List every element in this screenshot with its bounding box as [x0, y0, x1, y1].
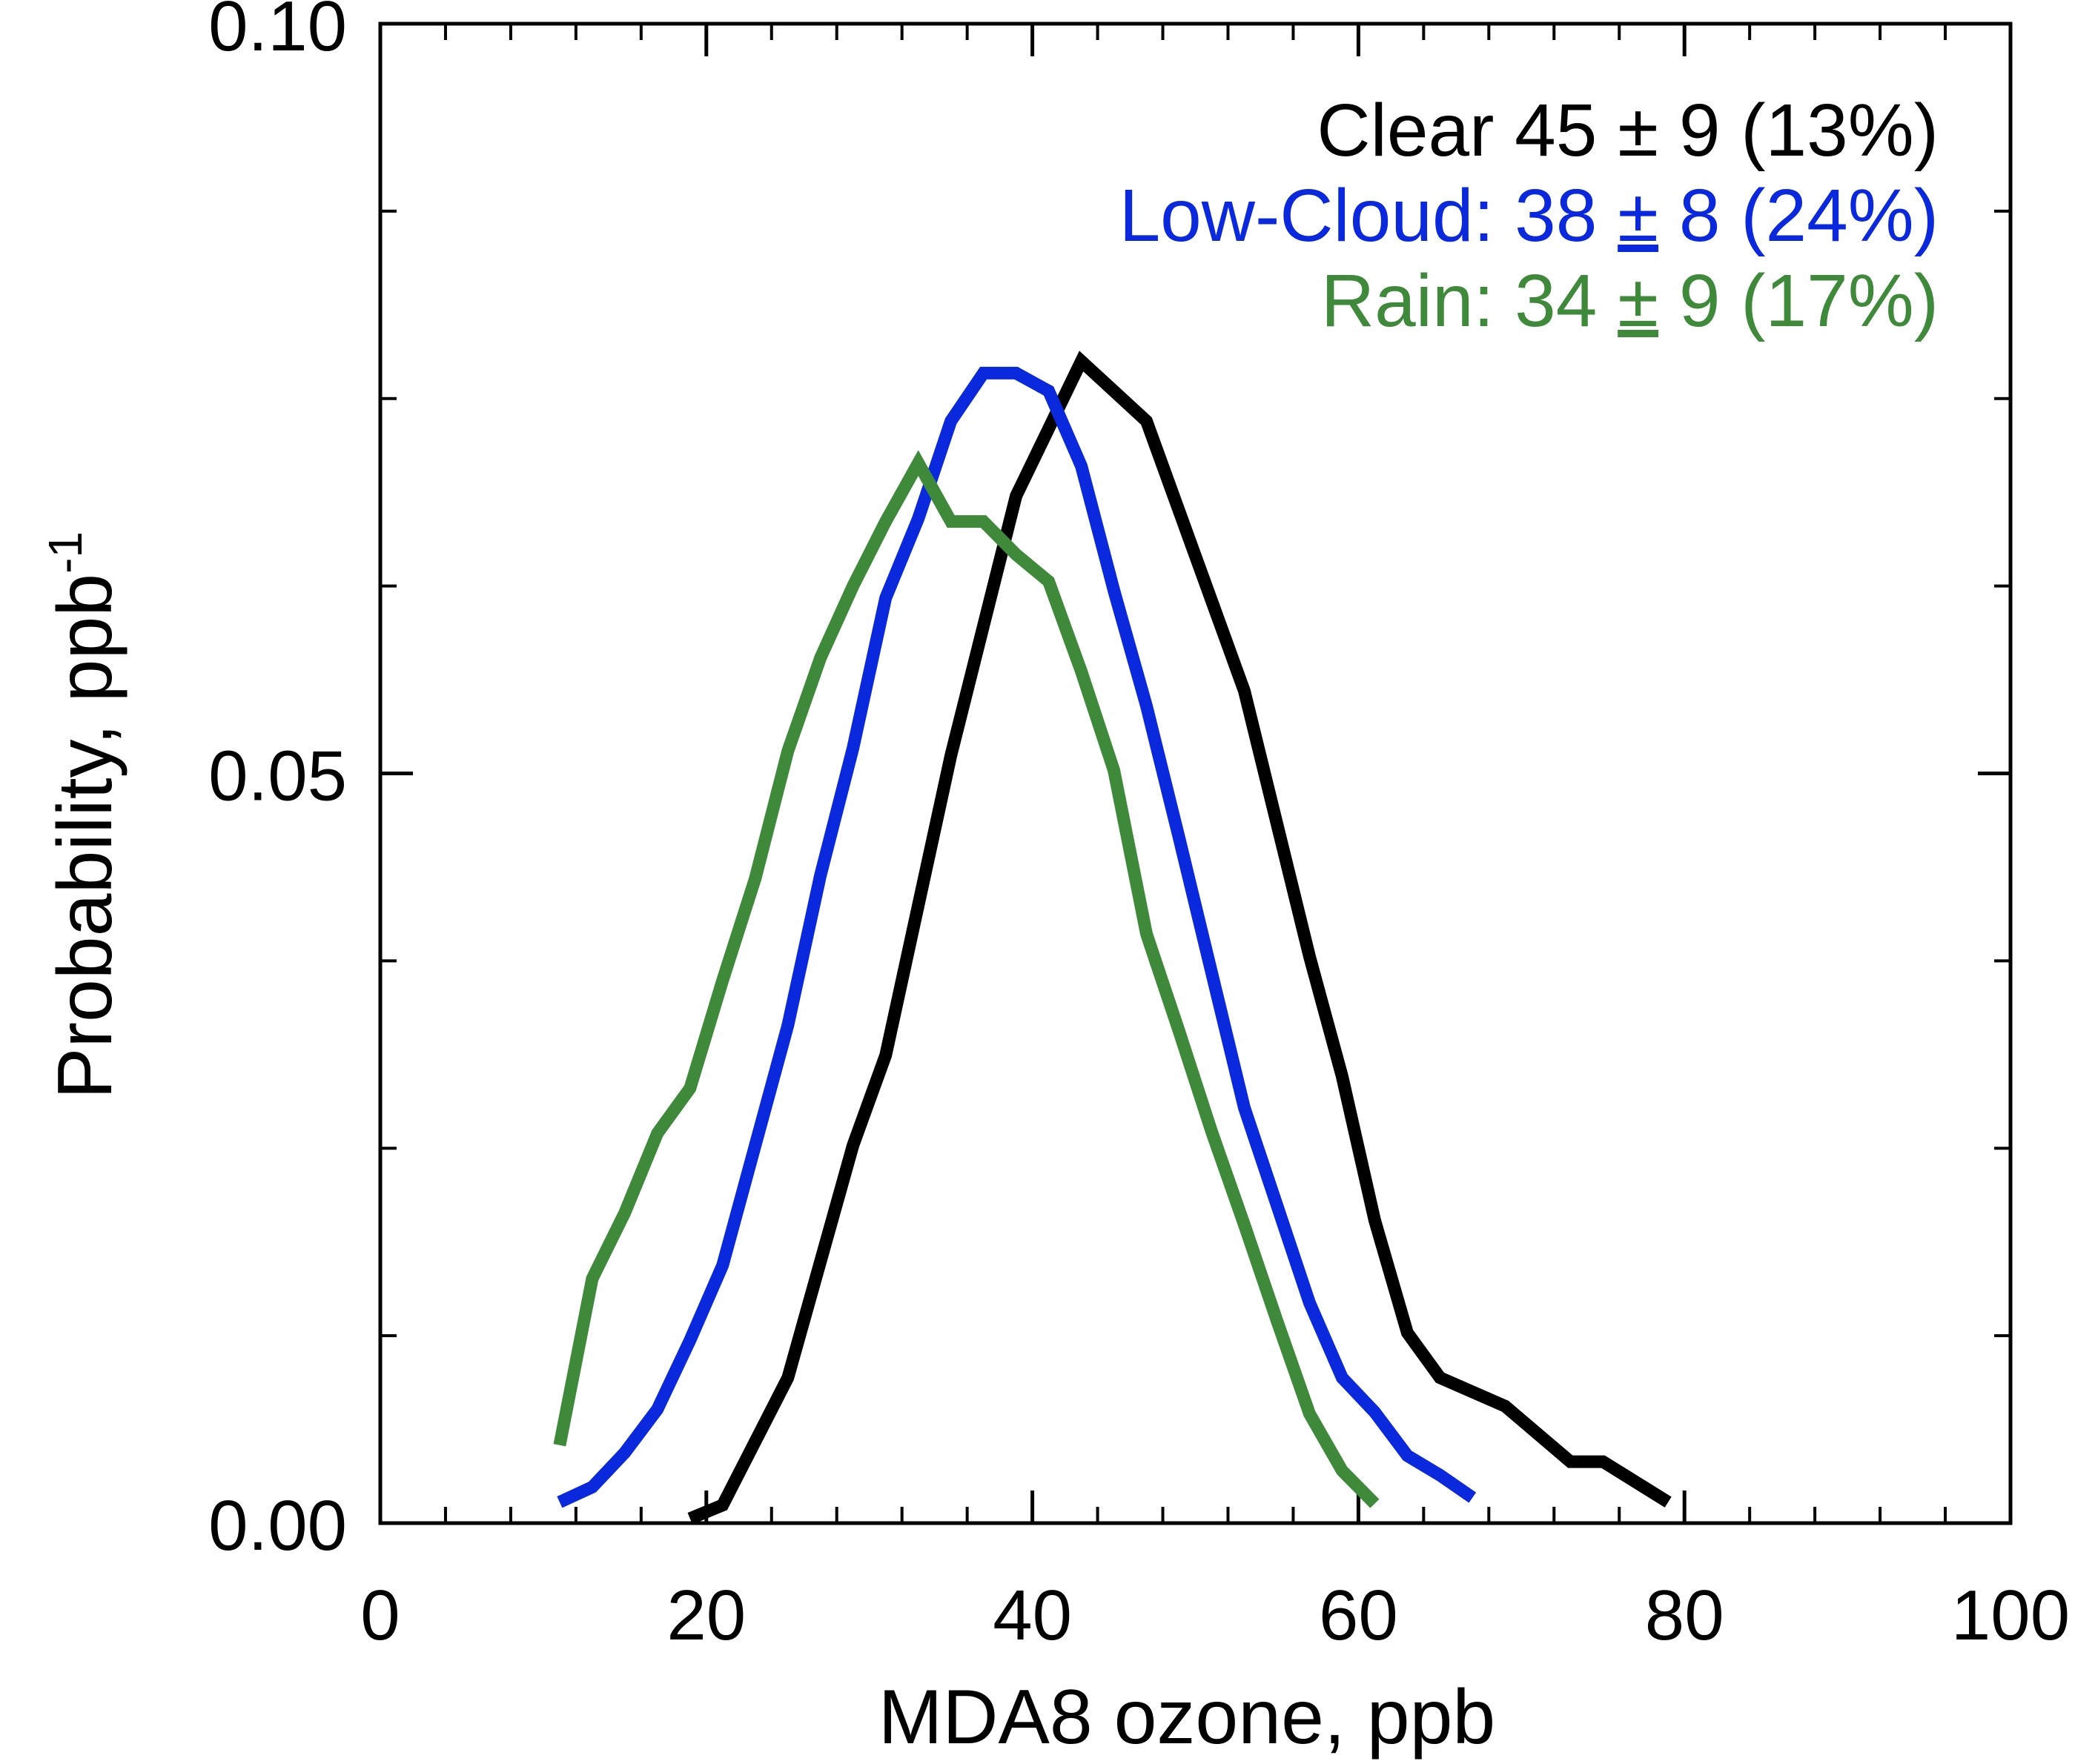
- y-tick-label: 0.10: [208, 0, 347, 66]
- legend-mean: 38: [1515, 174, 1618, 257]
- legend-series-name: Clear: [1317, 89, 1515, 172]
- x-tick-labels: 0 20 40 60 80 100: [360, 1576, 2070, 1655]
- x-tick-label: 40: [993, 1576, 1072, 1655]
- legend-sd: 9: [1658, 89, 1741, 172]
- legend-mean: 45: [1515, 89, 1618, 172]
- legend-entry-2: Rain: 34 ± 9 (17%): [1321, 259, 1939, 342]
- legend-sd: 8: [1658, 174, 1741, 257]
- legend-fraction: (17%): [1741, 259, 1939, 342]
- legend: Clear 45 ± 9 (13%)Low-Cloud: 38 ± 8 (24%…: [1119, 89, 1939, 342]
- x-tick-label: 20: [666, 1576, 746, 1655]
- series-lines: [553, 351, 1672, 1525]
- legend-series-name: Low-Cloud:: [1119, 174, 1515, 257]
- series-line-2: [553, 450, 1380, 1508]
- series-line-0: [687, 351, 1672, 1525]
- legend-entry-1: Low-Cloud: 38 ± 8 (24%): [1119, 174, 1939, 257]
- y-tick-labels: 0.00 0.05 0.10: [208, 0, 347, 1565]
- legend-series-name: Rain:: [1321, 259, 1515, 342]
- x-axis-label: MDA8 ozone, ppb: [878, 1674, 1496, 1760]
- y-tick-label: 0.05: [208, 737, 347, 816]
- x-tick-label: 100: [1951, 1576, 2070, 1655]
- plot-frame: [378, 21, 2013, 1525]
- y-axis-label: Probability, ppb-1: [39, 531, 128, 1099]
- legend-plus-minus: ±: [1618, 259, 1658, 342]
- legend-plus-minus: ±: [1618, 174, 1658, 257]
- y-axis-label-superscript: -1: [39, 531, 92, 574]
- legend-plus-minus: ±: [1618, 89, 1658, 172]
- x-tick-label: 0: [360, 1576, 400, 1655]
- y-tick-label: 0.00: [208, 1486, 347, 1565]
- legend-mean: 34: [1515, 259, 1618, 342]
- x-tick-label: 60: [1319, 1576, 1398, 1655]
- x-tick-label: 80: [1645, 1576, 1724, 1655]
- legend-sd: 9: [1658, 259, 1741, 342]
- y-axis-label-main: Probability, ppb: [42, 574, 128, 1099]
- legend-fraction: (13%): [1741, 89, 1939, 172]
- legend-entry-0: Clear 45 ± 9 (13%): [1317, 89, 1939, 172]
- series-line-1: [557, 366, 1477, 1508]
- legend-fraction: (24%): [1741, 174, 1939, 257]
